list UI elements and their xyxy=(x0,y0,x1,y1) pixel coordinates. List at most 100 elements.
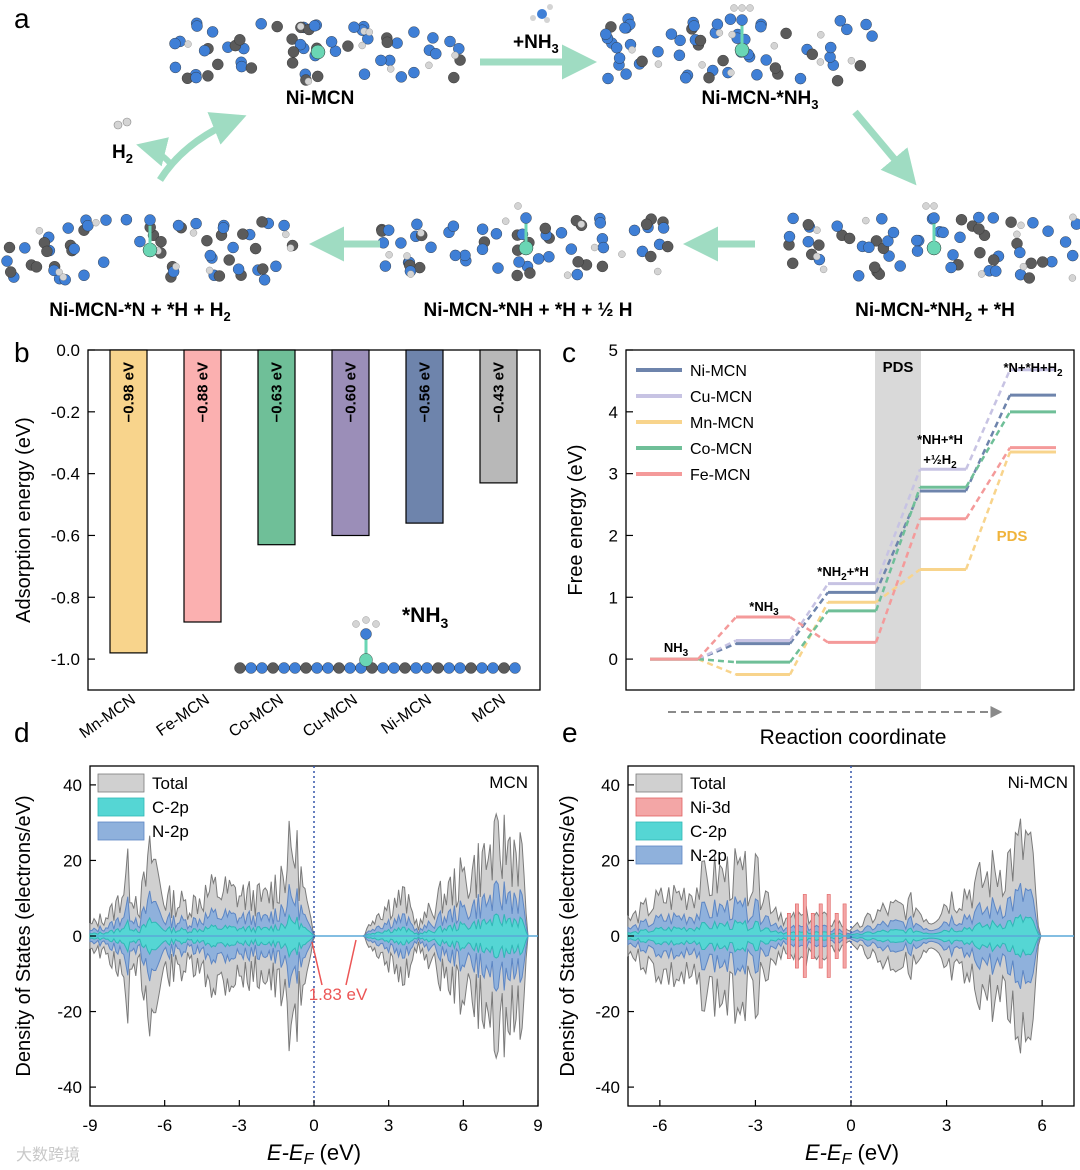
carbon-atom xyxy=(813,239,825,251)
nitrogen-atom xyxy=(883,250,895,262)
nitrogen-atom xyxy=(206,26,219,38)
nitrogen-atom xyxy=(860,18,872,31)
adsorbed-hydrogen-atom xyxy=(738,4,746,12)
nitrogen-atom xyxy=(611,42,623,54)
nitrogen-atom xyxy=(866,30,878,42)
nitrogen-atom xyxy=(619,22,631,34)
category-label: Cu-MCN xyxy=(300,691,361,741)
panel-c-y-axis-label: Free energy (eV) xyxy=(565,444,587,595)
carbon-atom xyxy=(245,62,258,74)
hydrogen-atom xyxy=(1013,230,1021,239)
panel-b-inset-label: *NH3 xyxy=(402,604,449,631)
gap-marker-right xyxy=(345,939,357,986)
inset-atom xyxy=(311,662,323,674)
x-tick-label: 3 xyxy=(942,1116,951,1135)
nitrogen-atom xyxy=(78,269,90,281)
nitrogen-atom xyxy=(937,226,949,239)
nitrogen-atom xyxy=(172,219,185,232)
hydrogen-atom xyxy=(654,267,662,276)
hydrogen-atom xyxy=(205,266,214,275)
y-tick-label: 20 xyxy=(63,851,82,870)
hydrogen-atom xyxy=(715,29,724,37)
inset-atom xyxy=(432,662,444,674)
hydrogen-atom xyxy=(304,77,313,86)
carbon-atom xyxy=(381,36,393,48)
inset-atom xyxy=(377,662,389,674)
hydrogen-atom xyxy=(358,41,366,50)
hydrogen-atom xyxy=(451,51,459,59)
category-label: Ni-MCN xyxy=(378,691,434,738)
hydrogen-atom xyxy=(977,270,986,278)
structure-label-2: Ni-MCN-*NH3 xyxy=(702,88,819,112)
transition-line xyxy=(874,518,922,643)
hydrogen-atom xyxy=(59,273,67,281)
nitrogen-atom xyxy=(825,41,837,54)
nitrogen-atom xyxy=(120,213,133,226)
inset-atom xyxy=(454,662,466,674)
y-tick-label: 40 xyxy=(63,776,82,795)
nitrogen-atom xyxy=(100,214,112,226)
legend-label: Fe-MCN xyxy=(690,467,750,484)
carbon-atom xyxy=(155,235,167,248)
transition-line xyxy=(697,657,737,676)
hydrogen-atom xyxy=(862,216,870,225)
inset-atom xyxy=(465,662,477,674)
nitrogen-atom xyxy=(760,54,772,66)
nitrogen-atom xyxy=(882,235,894,247)
nitrogen-atom xyxy=(674,34,686,47)
x-tick-label: -3 xyxy=(748,1116,763,1135)
inset-hydrogen-atom xyxy=(372,620,380,628)
legend-label: N-2p xyxy=(152,822,189,841)
carbon-atom xyxy=(201,234,213,247)
y-tick-label: -40 xyxy=(57,1078,82,1097)
y-tick-label: 0 xyxy=(609,650,618,669)
nitrogen-atom xyxy=(82,219,94,232)
carbon-atom xyxy=(286,57,299,69)
panel-d-legend: Total C-2p N-2p xyxy=(97,773,189,841)
hydrogen-atom xyxy=(286,244,295,252)
panel-a-reaction-scheme: +NH3 H2 Ni-MCN Ni-MCN-*NH3 Ni-MCN-*NH2 +… xyxy=(1,4,1080,324)
nitrogen-atom xyxy=(751,69,763,81)
inset-hydrogen-atom xyxy=(362,616,370,624)
carbon-atom xyxy=(703,71,715,84)
nitrogen-atom xyxy=(490,228,503,240)
pds-label: PDS xyxy=(883,359,914,376)
hydrogen-atom xyxy=(403,252,411,260)
x-tick-label: -6 xyxy=(652,1116,667,1135)
structure-label-4: Ni-MCN-*NH + *H + ½ H xyxy=(423,300,632,321)
gap-marker-left xyxy=(311,941,323,986)
inset-atom xyxy=(234,662,246,674)
panel-b-bars: −0.98 eV −0.88 eV −0.63 eV −0.60 eV −0.56 eV… xyxy=(109,349,518,654)
nitrogen-atom xyxy=(602,72,614,85)
state-label-nh-line1: *NH+*H xyxy=(917,432,963,447)
y-tick-label: -40 xyxy=(595,1078,620,1097)
step-arrow-2 xyxy=(852,109,917,186)
inset-atom xyxy=(322,662,334,674)
nitrogen-atom xyxy=(383,224,395,236)
y-tick-label: -0.2 xyxy=(51,403,80,422)
nitrogen-atom xyxy=(190,71,202,84)
panel-b-frame xyxy=(87,349,541,691)
panel-d-y-axis-label: Density of States (electrons/eV) xyxy=(13,795,35,1076)
nitrogen-atom xyxy=(447,220,460,232)
transition-line xyxy=(788,610,830,663)
nitrogen-atom xyxy=(308,20,321,32)
y-tick-label: -1.0 xyxy=(51,650,80,669)
hydrogen-atom xyxy=(813,226,821,234)
carbon-atom xyxy=(223,254,235,266)
carbon-atom xyxy=(831,74,844,87)
transition-line xyxy=(788,582,830,642)
panel-d-ticks: -9 -6 -3 0 3 6 9 -40 -20 0 20 40 xyxy=(57,776,542,1135)
pds-label-mn: PDS xyxy=(997,528,1028,545)
carbon-atom xyxy=(662,240,674,253)
legend-swatch xyxy=(97,773,145,793)
nitrogen-atom xyxy=(476,223,489,235)
inset-atom xyxy=(443,662,455,674)
adsorbed-hydrogen-atom xyxy=(730,4,738,12)
hydrogen-atom xyxy=(727,68,735,77)
carbon-atom xyxy=(213,270,226,282)
carbon-atom xyxy=(312,70,324,83)
nitrogen-atom xyxy=(1059,236,1072,248)
state-label-nh-line2: +½H2 xyxy=(923,452,957,471)
nitrogen-atom xyxy=(1027,217,1039,229)
